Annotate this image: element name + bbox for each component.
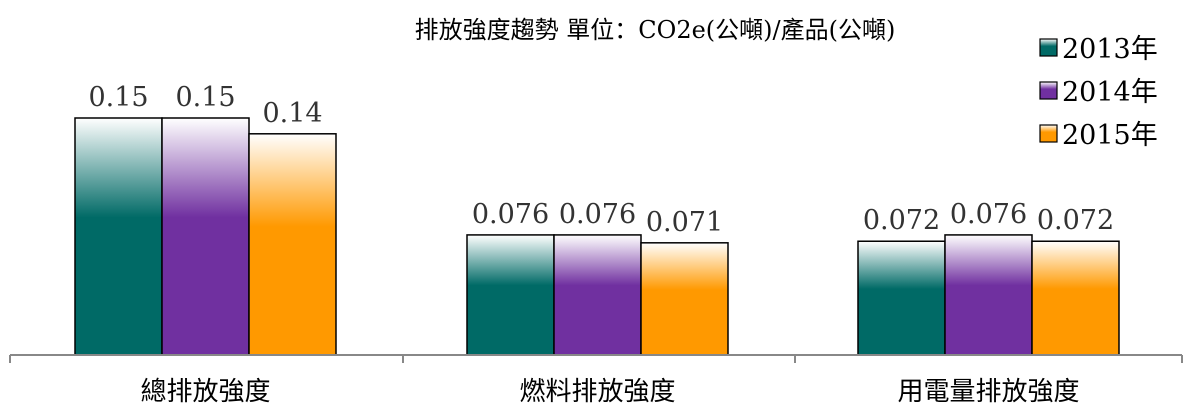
bar-2-2014年: [553, 234, 642, 356]
x-axis: 總排放強度 燃料排放強度 用電量排放強度: [9, 354, 1183, 407]
chart-title: 排放強度趨勢 單位：CO2e(公噸)/產品(公噸): [415, 16, 896, 44]
data-label: 0.14: [262, 98, 322, 129]
category-label: 燃料排放強度: [519, 377, 675, 407]
data-label: 0.15: [175, 82, 235, 113]
legend-label: 2015年: [1062, 120, 1158, 151]
data-label: 0.072: [863, 205, 940, 236]
category-label: 用電量排放強度: [897, 377, 1079, 407]
bar-3-2013年: [857, 240, 946, 356]
data-label: 0.15: [88, 82, 148, 113]
legend-swatch: [1039, 38, 1058, 57]
bar-3-2014年: [944, 234, 1033, 356]
legend-label: 2014年: [1062, 77, 1158, 108]
data-label: 0.076: [559, 199, 636, 230]
bar-3-2015年: [1031, 240, 1120, 356]
legend-swatch: [1039, 81, 1058, 100]
bar-1-2015年: [248, 133, 337, 356]
bar-1-2013年: [74, 117, 163, 356]
legend-label: 2013年: [1062, 34, 1158, 65]
data-labels-layer: 0.15 0.15 0.14 0.076 0.076 0.071 0.072 0.076 0.0…: [88, 82, 1114, 238]
data-label: 0.076: [472, 199, 549, 230]
data-label: 0.071: [646, 207, 723, 238]
data-label: 0.072: [1037, 205, 1114, 236]
bar-2-2015年: [640, 242, 729, 356]
bar-1-2014年: [161, 117, 250, 356]
legend-swatch: [1039, 124, 1058, 143]
legend: 2013年 2014年 2015年: [1039, 34, 1158, 151]
bar-2-2013年: [466, 234, 555, 356]
category-label: 總排放強度: [140, 377, 270, 407]
bars-layer: [74, 117, 1120, 356]
data-label: 0.076: [950, 199, 1027, 230]
